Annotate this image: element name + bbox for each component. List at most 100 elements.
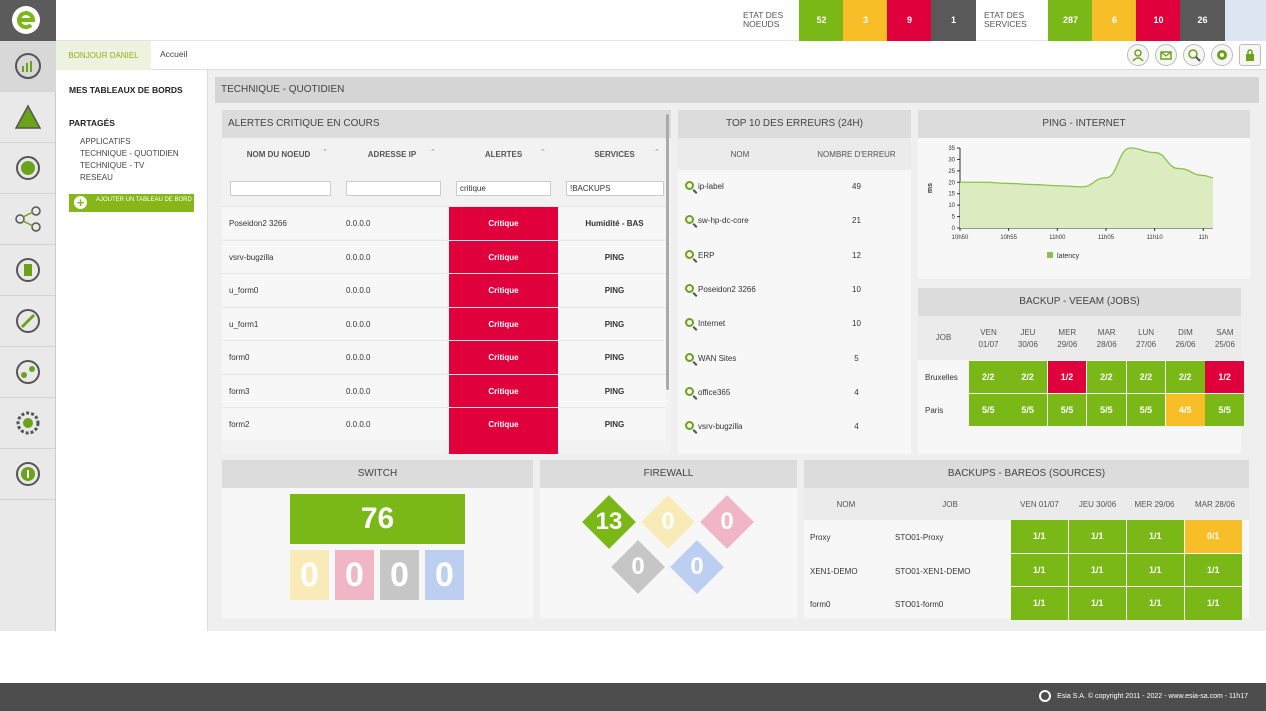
veeam-job-status[interactable]: 4/5 xyxy=(1166,394,1205,426)
bareos-job-status[interactable]: 0/1 xyxy=(1185,520,1242,553)
list-item[interactable]: sw-hp-dc-core 21 xyxy=(678,204,911,238)
sort-alerts-icon[interactable]: ⌃ xyxy=(540,149,546,156)
list-item[interactable]: office365 4 xyxy=(678,376,911,410)
nav-info-icon[interactable] xyxy=(0,449,56,500)
veeam-job-status[interactable]: 5/5 xyxy=(1126,394,1166,426)
node-status-count[interactable]: 52 xyxy=(799,0,844,41)
nav-network-icon[interactable] xyxy=(0,194,56,245)
error-node-name[interactable]: Poseidon2 3266 xyxy=(698,284,756,294)
error-node-name[interactable]: WAN Sites xyxy=(698,353,737,363)
veeam-job-status[interactable]: 5/5 xyxy=(969,394,1008,426)
list-item[interactable]: vsrv-bugzilla 4 xyxy=(678,410,911,444)
error-node-name[interactable]: sw-hp-dc-core xyxy=(698,216,749,226)
table-row[interactable]: vsrv-bugzilla 0.0.0.0 Critique PING xyxy=(222,239,666,274)
my-dashboards-heading[interactable]: MES TABLEAUX DE BORDS xyxy=(69,85,183,95)
switch-ok-count[interactable]: 76 xyxy=(290,494,465,544)
bareos-job-status[interactable]: 1/1 xyxy=(1011,553,1068,586)
bareos-job-status[interactable]: 1/1 xyxy=(1127,553,1184,586)
bareos-job-status[interactable]: 1/1 xyxy=(1185,587,1242,620)
bareos-job-status[interactable]: 1/1 xyxy=(1127,520,1184,553)
magnifier-icon[interactable] xyxy=(685,283,694,293)
veeam-job-status[interactable]: 5/5 xyxy=(1008,394,1047,426)
magnifier-icon[interactable] xyxy=(685,181,694,190)
service-status-count[interactable]: 287 xyxy=(1048,0,1093,41)
node-status-count[interactable]: 1 xyxy=(931,0,976,41)
col-ip[interactable]: ADRESSE IP xyxy=(367,150,417,159)
sort-ip-icon[interactable]: ⌃ xyxy=(430,149,436,156)
veeam-job-status[interactable]: 2/2 xyxy=(1087,361,1126,393)
veeam-job-status[interactable]: 2/2 xyxy=(1126,361,1166,393)
sort-node-icon[interactable]: ⌃ xyxy=(322,149,328,156)
search-icon[interactable] xyxy=(1183,44,1205,66)
filter-node-input[interactable] xyxy=(230,181,331,196)
service-status-count[interactable]: 10 xyxy=(1136,0,1181,41)
table-row[interactable]: u_form0 0.0.0.0 Critique PING xyxy=(222,273,666,307)
table-row[interactable]: form0 0.0.0.0 Critique PING xyxy=(222,340,666,374)
switch-state-count[interactable]: 0 xyxy=(425,550,464,600)
veeam-job-status[interactable]: 1/2 xyxy=(1047,361,1087,393)
breadcrumb[interactable]: Accueil xyxy=(160,49,188,59)
mail-icon[interactable] xyxy=(1155,44,1177,66)
filter-services-input[interactable] xyxy=(566,181,664,196)
veeam-job-status[interactable]: 5/5 xyxy=(1047,394,1087,426)
lock-icon[interactable] xyxy=(1239,44,1261,66)
nav-dashboard-icon[interactable] xyxy=(0,41,56,92)
app-logo[interactable] xyxy=(0,0,56,41)
menu-link-applicatifs[interactable]: APPLICATIFS xyxy=(80,137,131,146)
switch-state-count[interactable]: 0 xyxy=(290,550,329,600)
magnifier-icon[interactable] xyxy=(685,352,694,362)
nav-topology-icon[interactable] xyxy=(0,347,56,398)
magnifier-icon[interactable] xyxy=(685,249,694,259)
table-row[interactable]: form3 0.0.0.0 Critique PING xyxy=(222,373,666,408)
nav-tools-icon[interactable] xyxy=(0,296,56,347)
veeam-job-status[interactable]: 2/2 xyxy=(1008,361,1047,393)
magnifier-icon[interactable] xyxy=(685,421,694,431)
service-status-count[interactable]: 26 xyxy=(1180,0,1225,41)
veeam-job-status[interactable]: 2/2 xyxy=(969,361,1008,393)
menu-link-reseau[interactable]: RESEAU xyxy=(80,173,113,182)
bareos-job-status[interactable]: 1/1 xyxy=(1011,587,1068,620)
filter-ip-input[interactable] xyxy=(346,181,441,196)
bareos-job-status[interactable]: 1/1 xyxy=(1069,587,1126,620)
list-item[interactable]: WAN Sites 5 xyxy=(678,342,911,376)
error-node-name[interactable]: Internet xyxy=(698,319,726,329)
sort-services-icon[interactable]: ⌃ xyxy=(654,149,660,156)
col-services[interactable]: SERVICES xyxy=(594,150,635,159)
menu-link-technique-tv[interactable]: TECHNIQUE - TV xyxy=(80,161,145,170)
menu-link-technique-quotidien[interactable]: TECHNIQUE - QUOTIDIEN xyxy=(80,149,179,158)
bareos-job-status[interactable]: 1/1 xyxy=(1069,553,1126,586)
alerts-scrollbar[interactable] xyxy=(666,114,669,390)
nav-settings-icon[interactable] xyxy=(0,398,56,449)
error-node-name[interactable]: office365 xyxy=(698,387,731,397)
add-dashboard-button[interactable]: + AJOUTER UN TABLEAU DE BORD xyxy=(69,194,194,212)
veeam-job-status[interactable]: 1/2 xyxy=(1205,361,1244,393)
bareos-job-status[interactable]: 1/1 xyxy=(1127,587,1184,620)
nav-history-icon[interactable] xyxy=(0,143,56,194)
list-item[interactable]: ip-label 49 xyxy=(678,170,911,204)
veeam-job-status[interactable]: 5/5 xyxy=(1205,394,1244,426)
help-icon[interactable] xyxy=(1211,44,1233,66)
user-icon[interactable] xyxy=(1127,44,1149,66)
table-row[interactable]: form2 0.0.0.0 Critique PING xyxy=(222,407,666,441)
col-alerts[interactable]: ALERTES xyxy=(484,150,523,159)
switch-state-count[interactable]: 0 xyxy=(335,550,374,600)
nav-reports-icon[interactable] xyxy=(0,245,56,296)
list-item[interactable]: ERP 12 xyxy=(678,239,911,273)
magnifier-icon[interactable] xyxy=(685,318,694,328)
table-row[interactable]: Poseidon2 3266 0.0.0.0 Critique Humidité - … xyxy=(222,206,666,240)
list-item[interactable]: Poseidon2 3266 10 xyxy=(678,273,911,307)
magnifier-icon[interactable] xyxy=(685,215,694,225)
switch-state-count[interactable]: 0 xyxy=(380,550,419,600)
node-status-count[interactable]: 3 xyxy=(843,0,888,41)
error-node-name[interactable]: ip-label xyxy=(698,182,724,191)
bareos-job-status[interactable]: 1/1 xyxy=(1069,520,1126,553)
list-item[interactable]: Internet 10 xyxy=(678,307,911,341)
bareos-job-status[interactable]: 1/1 xyxy=(1185,553,1242,586)
error-node-name[interactable]: ERP xyxy=(698,250,715,260)
veeam-job-status[interactable]: 2/2 xyxy=(1166,361,1205,393)
magnifier-icon[interactable] xyxy=(685,386,694,396)
filter-alerts-input[interactable] xyxy=(456,181,551,196)
node-status-count[interactable]: 9 xyxy=(887,0,932,41)
col-node-name[interactable]: NOM DU NOEUD xyxy=(246,150,311,159)
error-node-name[interactable]: vsrv-bugzilla xyxy=(698,422,743,432)
